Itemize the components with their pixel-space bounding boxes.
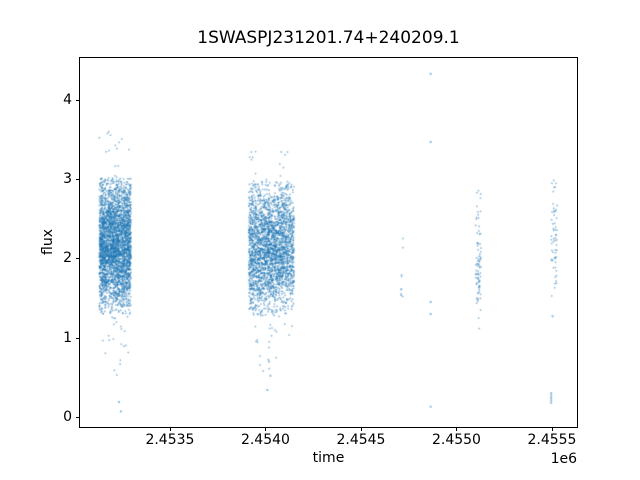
y-tick-mark — [76, 179, 80, 181]
x-axis-label: time — [312, 450, 345, 466]
x-tick-label: 2.4555 — [527, 432, 577, 448]
y-tick-label: 2 — [63, 250, 72, 267]
y-tick-mark — [76, 258, 80, 260]
y-tick-mark — [76, 337, 80, 339]
x-tick-mark — [169, 427, 171, 431]
x-axis-offset-label: 1e6 — [550, 451, 577, 467]
y-tick-label: 3 — [63, 171, 72, 188]
x-tick-label: 2.4545 — [336, 432, 386, 448]
x-tick-mark — [551, 427, 553, 431]
y-tick-mark — [76, 99, 80, 101]
scatter-points-canvas — [80, 58, 577, 427]
y-tick-label: 0 — [63, 409, 72, 425]
x-tick-mark — [456, 427, 458, 431]
x-tick-label: 2.4550 — [431, 432, 481, 448]
y-tick-mark — [76, 417, 80, 418]
x-tick-label: 2.4535 — [145, 432, 195, 448]
y-tick-label: 1 — [63, 329, 72, 346]
plot-area — [79, 57, 578, 428]
chart-title: 1SWASPJ231201.74+240209.1 — [197, 28, 460, 48]
x-tick-mark — [265, 427, 267, 431]
y-tick-label: 4 — [63, 91, 72, 108]
x-tick-label: 2.4540 — [240, 432, 290, 448]
x-tick-mark — [360, 427, 362, 431]
